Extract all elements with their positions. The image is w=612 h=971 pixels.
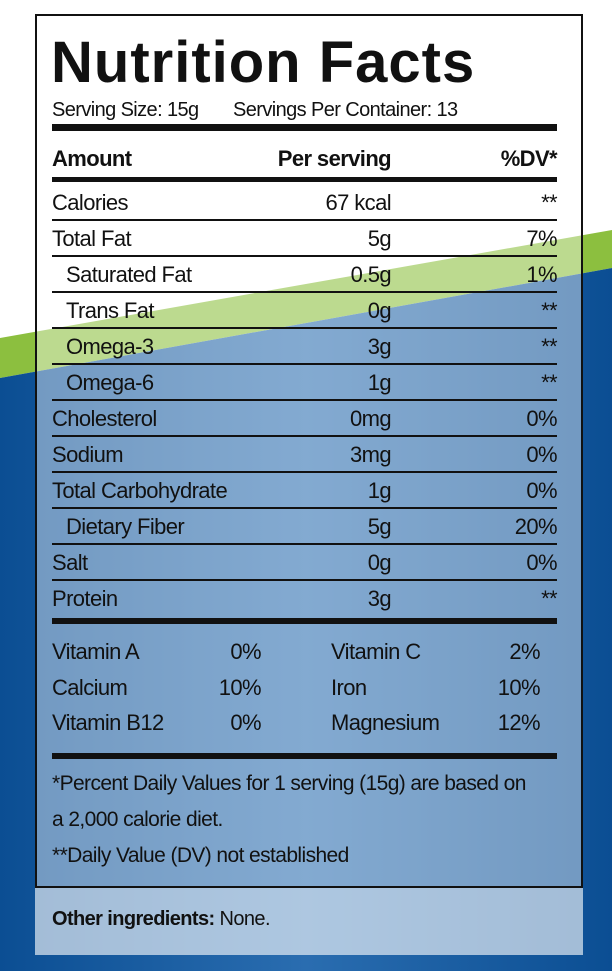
thick-rule bbox=[52, 752, 557, 759]
header-amount: Amount bbox=[52, 146, 132, 171]
nutrient-name: Omega-3 bbox=[66, 334, 154, 359]
nutrient-name: Protein bbox=[52, 586, 118, 611]
nutrient-name: Omega-6 bbox=[66, 370, 154, 395]
nutrient-name: Cholesterol bbox=[52, 406, 157, 431]
nutrient-amount: 0g bbox=[367, 298, 392, 323]
vitamin-dv: 10% bbox=[218, 674, 262, 700]
vitamin-dv: 2% bbox=[509, 639, 540, 664]
ingredients-box: Other ingredients: None. bbox=[35, 888, 583, 955]
vitamin-name: Magnesium bbox=[331, 710, 440, 735]
nutrient-amount: 3g bbox=[367, 334, 392, 359]
vitamin-dv: 0% bbox=[230, 639, 261, 664]
nutrient-amount: 0.5g bbox=[350, 262, 392, 287]
nutrient-dv: ** bbox=[541, 334, 558, 359]
vitamin-dv: 10% bbox=[497, 674, 541, 700]
nutrient-dv: ** bbox=[541, 586, 558, 611]
nutrient-dv: 0% bbox=[526, 442, 557, 467]
row-rule bbox=[52, 543, 557, 545]
row-rule bbox=[52, 291, 557, 293]
nutrient-name: Saturated Fat bbox=[66, 262, 192, 287]
ingredients: Other ingredients: None. bbox=[52, 908, 271, 930]
thick-rule bbox=[52, 177, 557, 182]
vitamin-dv: 0% bbox=[230, 710, 261, 735]
nutrient-amount: 3mg bbox=[350, 442, 392, 467]
nutrient-name: Salt bbox=[52, 550, 88, 575]
nutrient-dv: ** bbox=[541, 298, 558, 323]
row-rule bbox=[52, 327, 557, 329]
nutrient-dv: ** bbox=[541, 370, 558, 395]
ingredients-label: Other ingredients: bbox=[52, 908, 215, 930]
nutrient-name: Sodium bbox=[52, 442, 124, 467]
nutrient-dv: 0% bbox=[526, 550, 557, 575]
nutrient-dv: ** bbox=[541, 190, 558, 215]
nutrient-amount: 67 kcal bbox=[325, 190, 391, 215]
nutrient-dv: 0% bbox=[526, 406, 557, 431]
footnote: a 2,000 calorie diet. bbox=[52, 807, 223, 831]
serving-size: Serving Size: 15g bbox=[52, 99, 199, 121]
nutrient-amount: 5g bbox=[367, 514, 392, 539]
row-rule bbox=[52, 219, 557, 221]
row-rule bbox=[52, 399, 557, 401]
nutrient-name: Dietary Fiber bbox=[66, 514, 185, 539]
nutrient-amount: 5g bbox=[367, 226, 392, 251]
title: Nutrition Facts bbox=[51, 30, 476, 95]
nutrient-amount: 3g bbox=[367, 586, 392, 611]
vitamin-name: Calcium bbox=[52, 674, 128, 700]
row-rule bbox=[52, 471, 557, 473]
footnote: **Daily Value (DV) not established bbox=[52, 843, 349, 867]
nutrition-label: Nutrition Facts Serving Size: 15g Servin… bbox=[35, 14, 583, 888]
servings-per-container: Servings Per Container: 13 bbox=[233, 99, 458, 121]
nutrient-amount: 1g bbox=[367, 478, 392, 503]
row-rule bbox=[52, 435, 557, 437]
green-band bbox=[0, 230, 612, 378]
nutrient-dv: 0% bbox=[526, 478, 557, 503]
row-rule bbox=[52, 507, 557, 509]
vitamin-name: Iron bbox=[331, 674, 367, 700]
nutrient-amount: 0mg bbox=[350, 406, 392, 431]
footnote: *Percent Daily Values for 1 serving (15g… bbox=[52, 771, 526, 795]
nutrient-name: Total Fat bbox=[52, 226, 132, 251]
vitamin-name: Vitamin A bbox=[52, 639, 140, 664]
nutrient-dv: 20% bbox=[514, 514, 558, 539]
row-rule bbox=[52, 579, 557, 581]
header-per-serving: Per serving bbox=[277, 146, 392, 171]
nutrient-dv: 1% bbox=[526, 262, 557, 287]
vitamin-dv: 12% bbox=[497, 710, 541, 735]
nutrient-dv: 7% bbox=[526, 226, 557, 251]
nutrient-amount: 0g bbox=[367, 550, 392, 575]
vitamin-name: Vitamin C bbox=[331, 639, 421, 664]
ingredients-text: None. bbox=[219, 908, 271, 930]
row-rule bbox=[52, 363, 557, 365]
row-rule bbox=[52, 255, 557, 257]
nutrient-amount: 1g bbox=[367, 370, 392, 395]
header-dv: %DV* bbox=[500, 146, 558, 171]
thick-rule bbox=[52, 618, 557, 624]
nutrient-name: Trans Fat bbox=[66, 298, 155, 323]
thick-rule bbox=[52, 124, 557, 131]
vitamin-name: Vitamin B12 bbox=[52, 710, 164, 735]
nutrient-name: Total Carbohydrate bbox=[52, 478, 228, 503]
nutrient-name: Calories bbox=[52, 190, 129, 215]
